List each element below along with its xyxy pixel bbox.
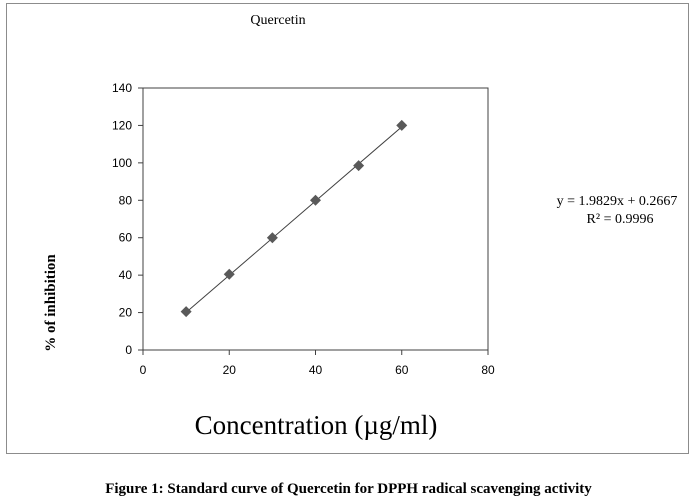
x-tick-label: 20 [223,363,237,377]
data-point [180,306,192,318]
x-tick-label: 0 [140,363,147,377]
data-point [223,268,235,280]
chart-title: Quercetin [250,13,305,28]
figure-caption: Figure 1: Standard curve of Quercetin fo… [105,481,592,497]
x-tick-label: 60 [395,363,409,377]
data-points [180,119,408,318]
y-tick-label: 20 [119,306,133,320]
figure-frame [6,3,689,454]
y-tick-label: 40 [119,268,133,282]
x-tick-label: 40 [309,363,323,377]
y-axis-ticks: 0 20 40 60 80 100 120 140 [112,81,143,357]
trendline-equation: y = 1.9829x + 0.2667 [557,194,678,209]
data-point [353,160,365,172]
data-point [396,119,408,131]
y-axis-label: % of inhibition [43,254,59,352]
data-point [266,232,278,244]
y-tick-label: 100 [112,156,132,170]
y-tick-label: 120 [112,118,132,132]
x-axis-label: Concentration (µg/ml) [195,410,438,440]
data-point [310,194,321,206]
trendline [185,126,403,313]
y-tick-label: 140 [112,81,132,95]
x-tick-label: 80 [481,363,495,377]
y-tick-label: 80 [119,193,133,207]
y-tick-label: 60 [119,231,133,245]
x-axis-ticks: 0 20 40 60 80 [140,350,495,377]
r-squared-label: R² = 0.9996 [587,212,654,227]
y-tick-label: 0 [125,343,132,357]
plot-area [142,87,489,351]
